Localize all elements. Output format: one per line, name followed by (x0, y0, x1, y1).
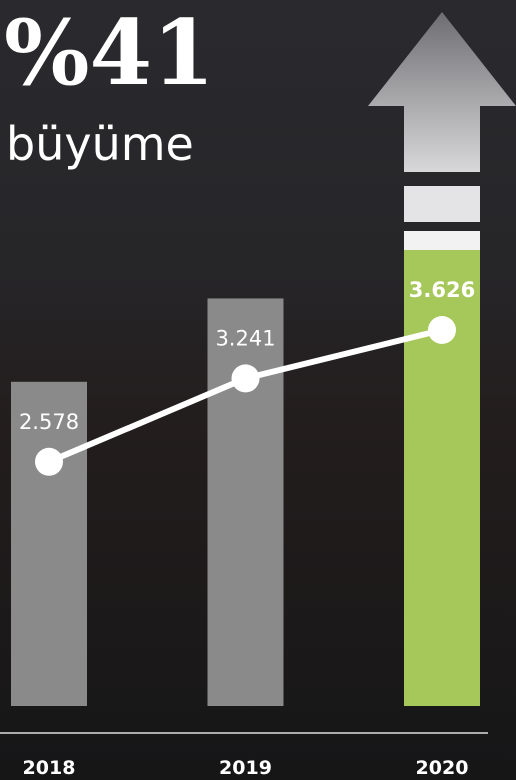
line-point (231, 364, 260, 393)
line-point (35, 447, 63, 476)
data-label: 2.578 (19, 410, 79, 434)
bar (207, 298, 284, 706)
x-tick-label: 2020 (416, 757, 469, 779)
x-tick-label: 2019 (219, 757, 272, 779)
data-label: 3.626 (409, 278, 475, 302)
arrow (368, 12, 516, 172)
chart-title: %41 (4, 0, 215, 106)
data-label: 3.241 (215, 326, 275, 350)
arrow-stripe (404, 186, 480, 222)
line-point (428, 316, 456, 344)
chart-subtitle: büyüme (6, 117, 194, 171)
bar (11, 381, 87, 706)
arrow-stripe (404, 231, 480, 252)
x-tick-label: 2018 (23, 757, 76, 779)
